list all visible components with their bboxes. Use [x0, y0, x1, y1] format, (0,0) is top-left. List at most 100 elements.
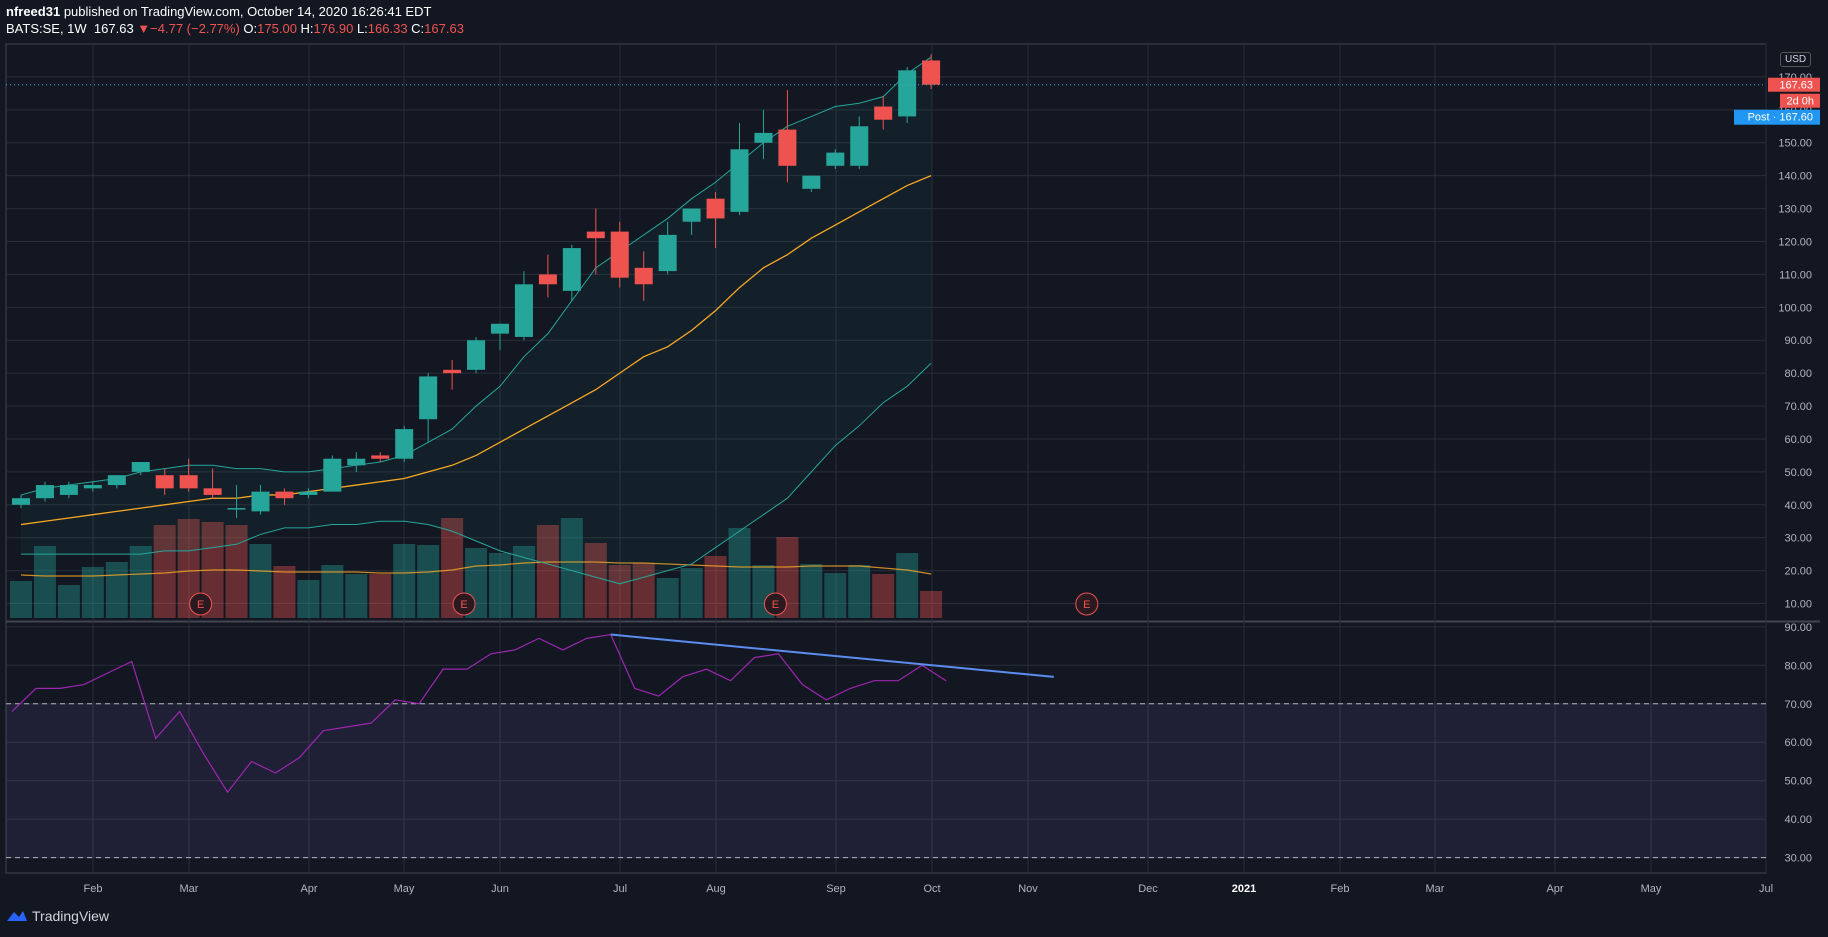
volume-bar — [608, 565, 631, 618]
tradingview-logo-icon — [7, 911, 27, 921]
open-label: O: — [243, 21, 258, 36]
candle-body — [586, 231, 605, 239]
x-tick-label: Apr — [300, 883, 317, 895]
candle-body — [898, 70, 917, 117]
volume-bar — [680, 568, 703, 618]
low-value: 166.33 — [367, 21, 408, 36]
volume-bar — [153, 525, 176, 618]
y-tick-label: 30.00 — [1784, 533, 1812, 545]
volume-bar — [417, 545, 440, 618]
x-tick-label: May — [1641, 883, 1662, 895]
brand-label: TradingView — [32, 908, 110, 924]
x-tick-label: Mar — [180, 883, 199, 895]
candle-body — [443, 369, 462, 374]
y-tick-label: 120.00 — [1778, 236, 1812, 248]
earnings-marker-label: E — [460, 599, 467, 611]
earnings-marker — [452, 592, 476, 616]
publish-text: published on TradingView.com, October 14… — [63, 4, 432, 19]
candle-body — [706, 198, 725, 219]
candle-body — [323, 458, 342, 492]
down-arrow-icon: ▼ — [137, 21, 151, 36]
candle-body — [59, 485, 78, 495]
volume-bar — [920, 591, 943, 618]
candle-body — [850, 126, 869, 166]
candle-body — [874, 106, 893, 120]
volume-ma-line — [20, 561, 932, 577]
y-tick-label: 140.00 — [1778, 171, 1812, 183]
volume-bar — [560, 518, 583, 618]
y-tick-label: 150.00 — [1778, 138, 1812, 150]
y-tick-label: 130.00 — [1778, 204, 1812, 216]
volume-bar — [177, 519, 200, 618]
candle-body — [538, 274, 557, 285]
volume-bar — [10, 581, 32, 618]
high-value: 176.90 — [313, 21, 354, 36]
volume-bar — [297, 580, 320, 618]
countdown-tag — [1780, 93, 1820, 108]
y-tick-label: 110.00 — [1779, 269, 1812, 281]
footer-brand[interactable]: TradingView — [6, 908, 109, 924]
volume-bar — [848, 565, 871, 618]
candle-body — [467, 340, 486, 370]
candle-body — [83, 485, 102, 489]
earnings-marker-label: E — [772, 599, 779, 611]
rsi-y-tick-label: 50.00 — [1784, 776, 1812, 788]
candle-body — [754, 132, 773, 143]
candle-body — [634, 267, 653, 285]
candle-body — [658, 234, 677, 272]
volume-bar — [105, 562, 128, 618]
earnings-marker — [1075, 592, 1099, 616]
candle-body — [922, 60, 941, 85]
volume-bar — [273, 566, 296, 618]
candle-body — [107, 475, 126, 486]
last-price-tag-label: 167.63 — [1779, 80, 1813, 92]
candle-body — [179, 475, 198, 489]
volume-bar — [489, 553, 511, 618]
close-value: 167.63 — [424, 21, 464, 36]
volume-bar — [33, 546, 56, 618]
candle-body — [395, 429, 414, 459]
rsi-y-tick-label: 90.00 — [1784, 622, 1812, 634]
y-tick-label: 70.00 — [1784, 401, 1812, 413]
volume-bar — [225, 525, 248, 618]
volume-bar — [800, 564, 823, 618]
author-name[interactable]: nfreed31 — [6, 4, 61, 19]
volume-bar — [345, 574, 368, 618]
candle-body — [514, 284, 533, 337]
volume-bar — [536, 525, 559, 618]
candle-body — [12, 498, 30, 505]
rsi-y-tick-label: 60.00 — [1784, 737, 1812, 749]
earnings-marker — [763, 592, 787, 616]
earnings-marker-label: E — [197, 599, 204, 611]
bollinger-lower-line — [21, 362, 932, 585]
rsi-trendline — [610, 633, 1054, 678]
currency-badge[interactable]: USD — [1780, 52, 1812, 67]
volume-bar — [249, 544, 272, 618]
open-value: 175.00 — [257, 21, 297, 36]
earnings-marker-label: E — [1083, 599, 1090, 611]
candle-body — [299, 491, 318, 495]
x-tick-label: Oct — [923, 883, 940, 895]
countdown-tag-label: 2d 0h — [1786, 96, 1814, 108]
volume-bar — [632, 563, 655, 618]
candle-body — [682, 208, 701, 222]
x-tick-label: Dec — [1138, 883, 1158, 895]
candle-body — [371, 455, 390, 459]
candle-body — [562, 248, 581, 291]
rsi-y-tick-label: 80.00 — [1784, 660, 1812, 672]
volume-bar — [441, 518, 464, 618]
symbol-label: BATS:SE, 1W — [6, 21, 87, 36]
candle-body — [610, 231, 629, 278]
y-tick-label: 40.00 — [1784, 500, 1812, 512]
x-tick-label: Jun — [491, 883, 509, 895]
rsi-y-tick-label: 70.00 — [1784, 699, 1812, 711]
volume-bar — [824, 573, 847, 618]
x-tick-label: May — [394, 883, 415, 895]
close-label: C: — [411, 21, 425, 36]
earnings-marker — [189, 592, 213, 616]
volume-bar — [728, 528, 751, 618]
y-tick-label: 80.00 — [1784, 368, 1812, 380]
x-tick-label: Sep — [826, 883, 846, 895]
y-tick-label: 60.00 — [1784, 434, 1812, 446]
